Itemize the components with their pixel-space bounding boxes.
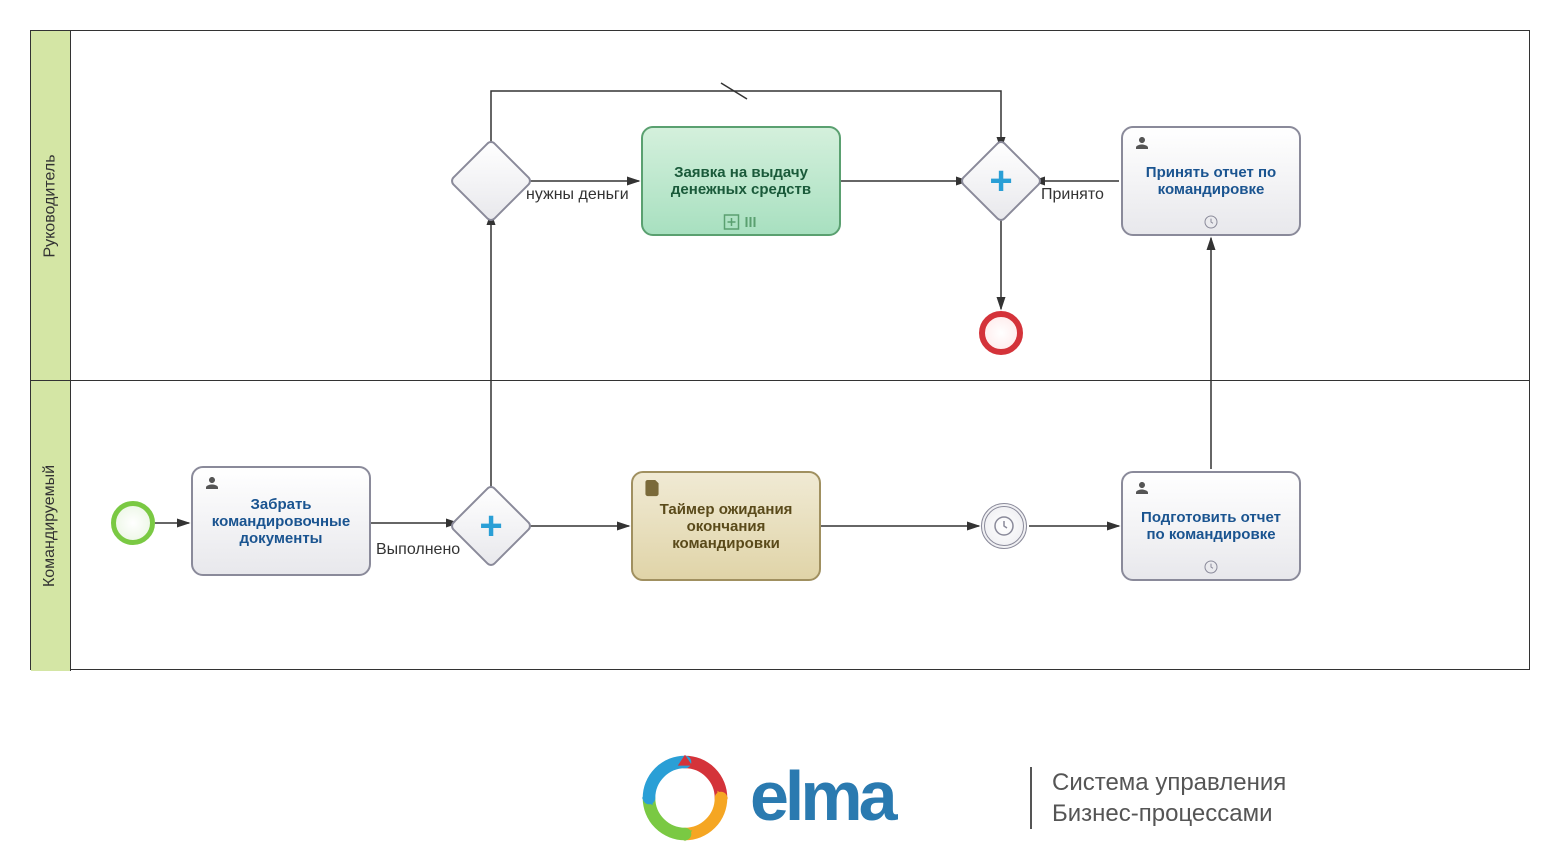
subprocess-marker-icon [724, 214, 759, 230]
task-accept-report[interactable]: Принять отчет по командировке [1121, 126, 1301, 236]
script-icon [643, 479, 661, 497]
start-event[interactable] [111, 501, 155, 545]
svg-text:elma: elma [750, 758, 899, 835]
logo-tagline: Система управления Бизнес-процессами [1030, 767, 1286, 829]
plus-icon: + [989, 161, 1012, 201]
user-icon [1133, 134, 1151, 152]
task-label: Забрать командировочные документы [201, 496, 361, 547]
edge-label-need-money: нужны деньги [526, 186, 629, 204]
task-label: Подготовить отчет по командировке [1131, 509, 1291, 543]
lane-label: Руководитель [42, 154, 60, 257]
edge-label-accepted: Принято [1041, 186, 1104, 204]
task-collect-documents[interactable]: Забрать командировочные документы [191, 466, 371, 576]
user-icon [1133, 479, 1151, 497]
task-label: Принять отчет по командировке [1131, 164, 1291, 198]
gateway-parallel-2[interactable]: + [971, 151, 1031, 211]
task-wait-timer[interactable]: Таймер ожидания окончания командировки [631, 471, 821, 581]
user-icon [203, 474, 221, 492]
lane-header: Командируемый [31, 381, 71, 671]
plus-icon: + [479, 506, 502, 546]
lane-label: Командируемый [42, 465, 60, 587]
task-label: Заявка на выдачу денежных средств [651, 164, 831, 198]
gateway-exclusive[interactable] [461, 151, 521, 211]
clock-icon [992, 514, 1016, 538]
task-prepare-report[interactable]: Подготовить отчет по командировке [1121, 471, 1301, 581]
tagline-line2: Бизнес-процессами [1052, 798, 1286, 829]
gateway-parallel-1[interactable]: + [461, 496, 521, 556]
clock-icon [1203, 559, 1219, 575]
logo-area: elma Система управления Бизнес-процессам… [640, 753, 1286, 843]
end-event[interactable] [979, 311, 1023, 355]
logo-brand: elma [750, 758, 1010, 838]
tagline-line1: Система управления [1052, 767, 1286, 798]
bpmn-diagram: Руководитель Командируемый [30, 30, 1530, 670]
edge-label-done: Выполнено [376, 541, 460, 559]
task-money-request[interactable]: Заявка на выдачу денежных средств [641, 126, 841, 236]
timer-event[interactable] [981, 503, 1027, 549]
clock-icon [1203, 214, 1219, 230]
logo-ring-icon [640, 753, 730, 843]
task-label: Таймер ожидания окончания командировки [641, 501, 811, 552]
lane-header: Руководитель [31, 31, 71, 380]
